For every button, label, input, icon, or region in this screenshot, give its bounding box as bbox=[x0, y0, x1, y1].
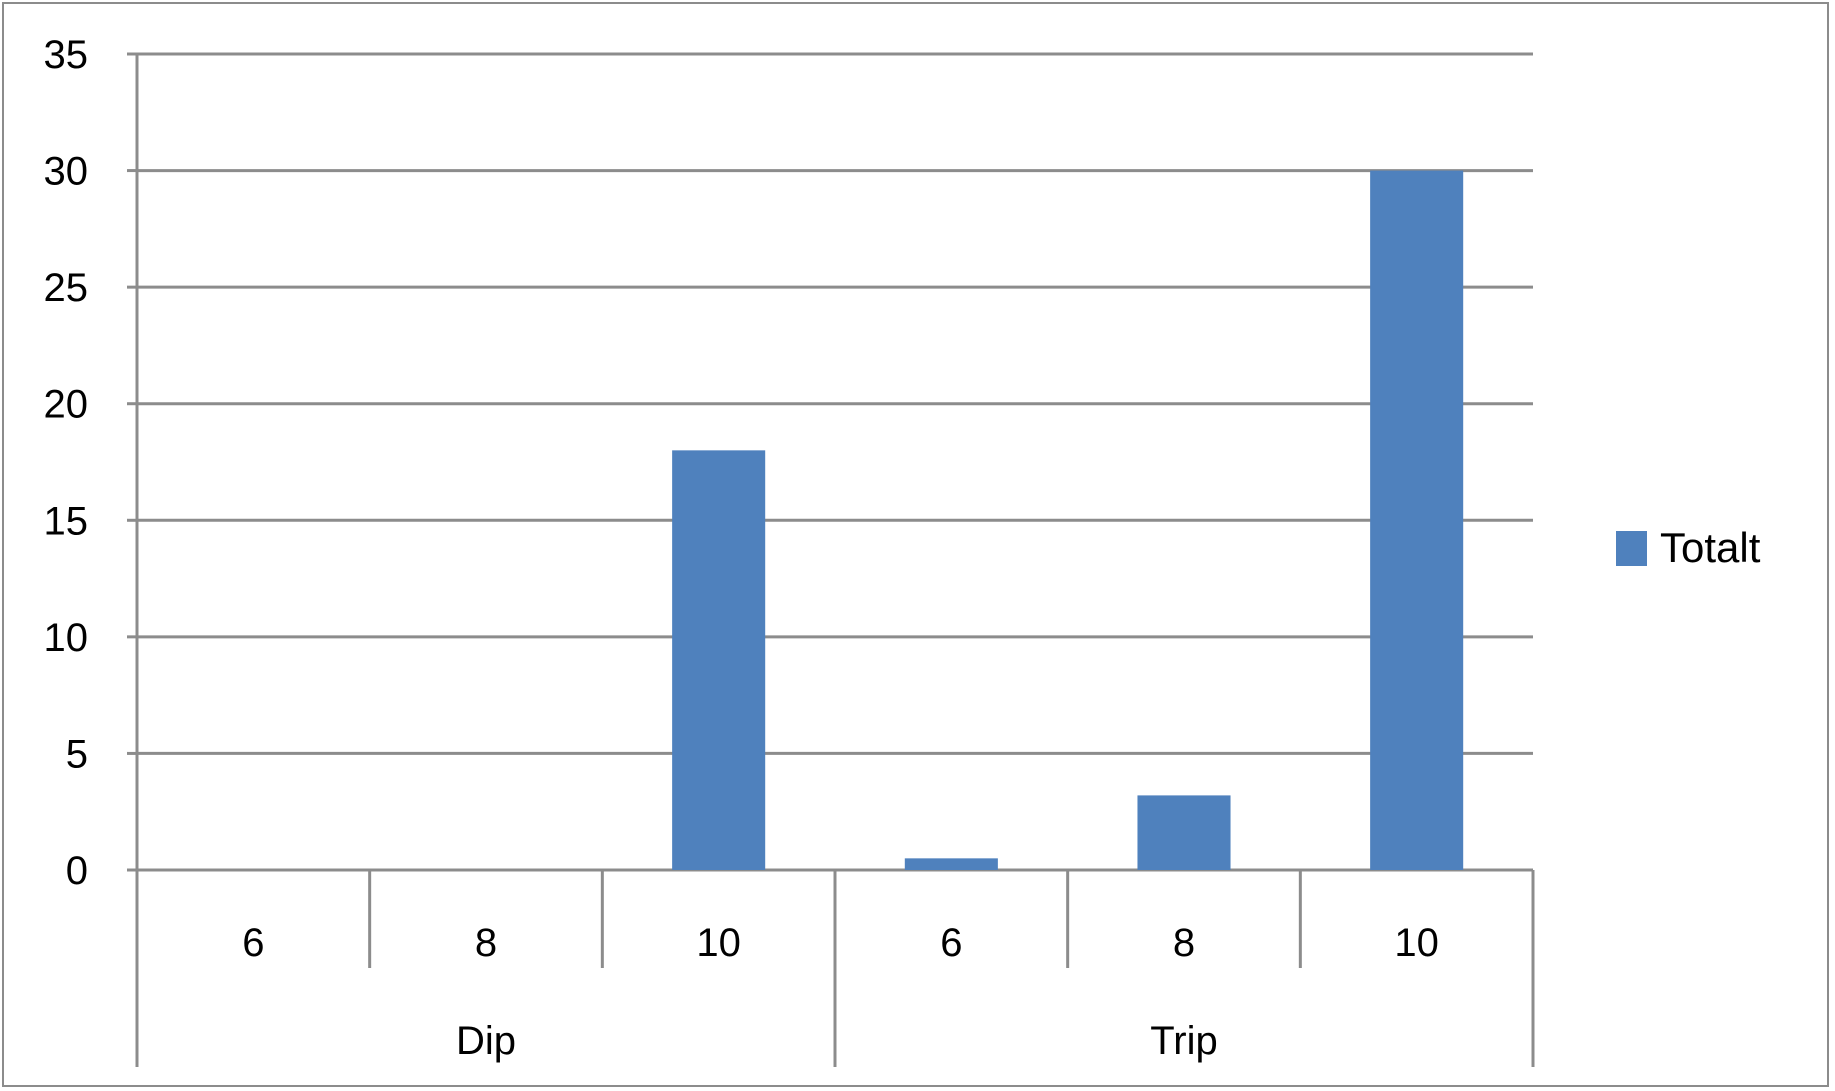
legend-label: Totalt bbox=[1660, 524, 1761, 571]
bar bbox=[905, 858, 998, 870]
legend-swatch bbox=[1616, 531, 1647, 566]
y-tick-label: 5 bbox=[66, 732, 88, 776]
x-category-label: 10 bbox=[1394, 921, 1439, 965]
x-category-label: 8 bbox=[1173, 921, 1195, 965]
y-tick-label: 20 bbox=[44, 383, 89, 427]
y-tick-label: 35 bbox=[44, 33, 89, 77]
y-tick-label: 15 bbox=[44, 499, 89, 543]
x-category-label: 6 bbox=[940, 921, 962, 965]
x-category-label: 6 bbox=[242, 921, 264, 965]
x-group-label: Trip bbox=[1150, 1019, 1217, 1063]
x-category-label: 10 bbox=[696, 921, 741, 965]
legend: Totalt bbox=[1616, 524, 1761, 571]
gridlines bbox=[137, 54, 1533, 753]
y-tick-label: 25 bbox=[44, 266, 89, 310]
x-axis-category-labels: 6 8 10 6 8 10 bbox=[242, 921, 1439, 965]
bar bbox=[1137, 795, 1230, 870]
y-axis-tick-labels: 0 5 10 15 20 25 30 35 bbox=[44, 33, 89, 893]
y-tick-label: 30 bbox=[44, 150, 89, 194]
y-tick-label: 0 bbox=[66, 849, 88, 893]
x-group-label: Dip bbox=[456, 1019, 516, 1063]
bar bbox=[672, 450, 765, 870]
x-axis-group-labels: Dip Trip bbox=[456, 1019, 1218, 1063]
x-category-label: 8 bbox=[475, 921, 497, 965]
y-tick-label: 10 bbox=[44, 616, 89, 660]
axes bbox=[127, 54, 1533, 1067]
bar bbox=[1370, 171, 1463, 870]
